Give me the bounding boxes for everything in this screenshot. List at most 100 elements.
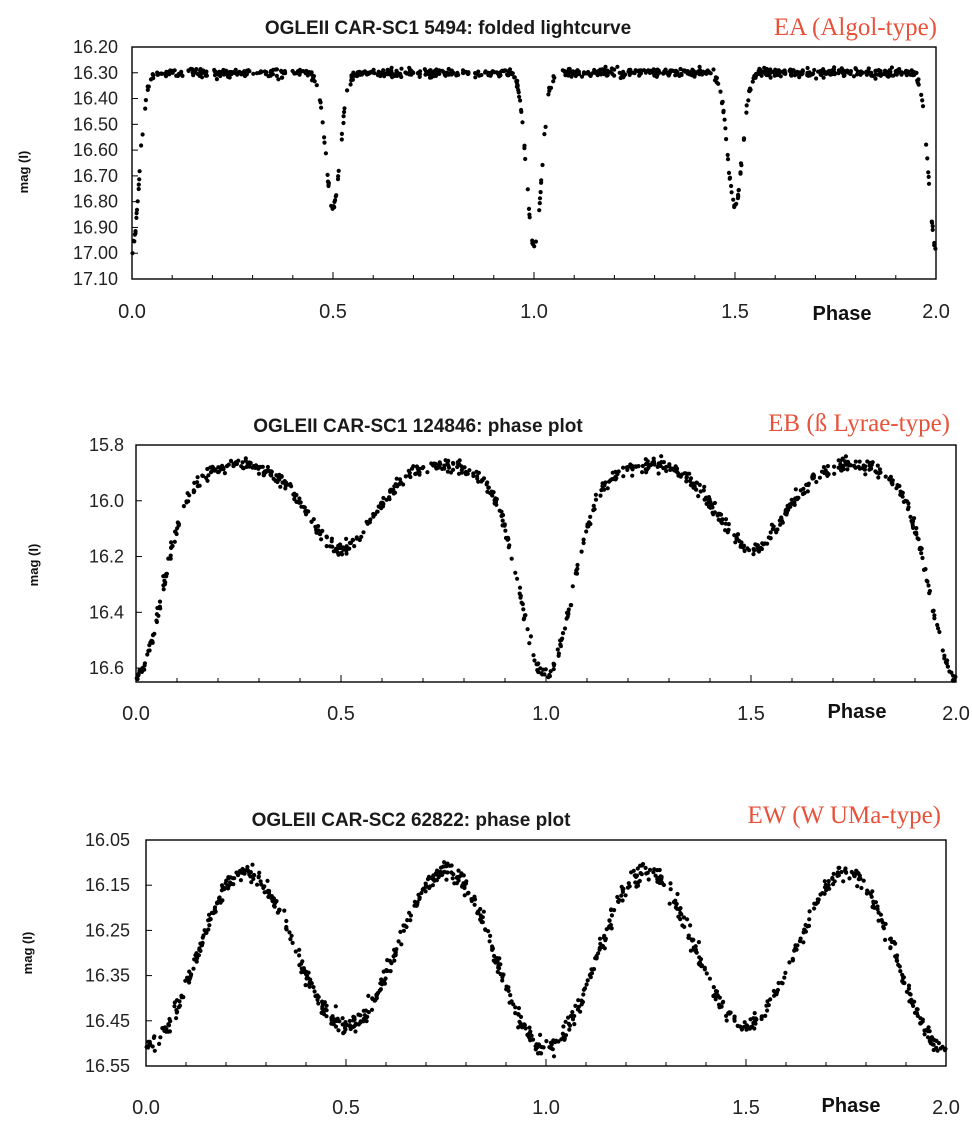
data-point bbox=[423, 72, 428, 77]
data-point bbox=[250, 862, 255, 867]
data-point bbox=[723, 517, 729, 522]
data-point bbox=[635, 883, 641, 888]
data-point bbox=[435, 868, 440, 873]
data-point bbox=[167, 71, 172, 76]
data-point bbox=[815, 897, 820, 902]
data-point bbox=[627, 884, 632, 889]
data-point bbox=[380, 500, 385, 505]
data-point bbox=[598, 941, 603, 946]
data-point bbox=[810, 475, 815, 480]
data-point bbox=[191, 69, 196, 74]
data-point bbox=[370, 996, 375, 1001]
data-point bbox=[836, 865, 841, 871]
panel-eb: OGLEII CAR-SC1 124846: phase plot EB (ß … bbox=[26, 410, 970, 725]
data-point bbox=[226, 462, 231, 467]
data-point bbox=[661, 882, 667, 888]
data-point bbox=[333, 1004, 338, 1009]
data-point bbox=[487, 939, 492, 944]
data-point bbox=[737, 1024, 743, 1029]
data-point bbox=[319, 1010, 324, 1016]
data-point bbox=[406, 468, 411, 473]
data-point bbox=[173, 529, 178, 534]
data-point bbox=[907, 999, 912, 1004]
data-point bbox=[763, 1013, 768, 1019]
data-point bbox=[636, 464, 641, 469]
data-point bbox=[715, 513, 720, 518]
data-point bbox=[303, 983, 308, 988]
data-point bbox=[396, 939, 401, 944]
data-point bbox=[599, 488, 604, 493]
data-point bbox=[572, 1013, 577, 1019]
data-point bbox=[198, 948, 203, 954]
data-point bbox=[536, 661, 541, 666]
data-point bbox=[718, 89, 723, 94]
data-point bbox=[630, 473, 635, 478]
data-point bbox=[319, 537, 324, 542]
data-point bbox=[744, 103, 749, 108]
data-point bbox=[271, 476, 276, 481]
data-point bbox=[258, 879, 263, 884]
data-point bbox=[266, 74, 271, 79]
data-point bbox=[336, 168, 341, 173]
x-tick-label: 1.0 bbox=[532, 703, 560, 725]
data-point bbox=[861, 878, 866, 883]
data-point bbox=[796, 495, 801, 500]
data-point bbox=[281, 71, 286, 76]
data-point bbox=[131, 238, 136, 243]
data-point bbox=[732, 204, 737, 210]
data-point bbox=[519, 600, 524, 605]
data-point bbox=[668, 467, 673, 472]
data-point bbox=[569, 603, 574, 608]
data-point bbox=[162, 1025, 168, 1030]
data-point bbox=[358, 1013, 363, 1018]
data-point bbox=[475, 474, 480, 479]
data-point bbox=[588, 521, 593, 527]
data-point bbox=[442, 72, 447, 77]
data-point bbox=[915, 1013, 920, 1019]
data-point bbox=[478, 906, 483, 912]
data-point bbox=[546, 92, 551, 97]
data-point bbox=[348, 540, 353, 546]
data-point bbox=[806, 482, 811, 488]
data-point bbox=[664, 468, 669, 474]
data-point bbox=[140, 132, 145, 137]
data-point bbox=[727, 176, 732, 181]
data-point bbox=[738, 161, 744, 166]
data-point bbox=[925, 1035, 931, 1040]
data-point bbox=[344, 1023, 349, 1028]
data-point bbox=[137, 169, 142, 174]
data-point bbox=[825, 473, 830, 478]
data-point bbox=[899, 70, 904, 75]
data-point bbox=[551, 667, 556, 672]
data-point bbox=[888, 946, 893, 951]
data-point bbox=[537, 201, 542, 206]
y-tick-label: 16.30 bbox=[73, 63, 118, 83]
data-point bbox=[898, 489, 903, 494]
data-point bbox=[425, 470, 430, 475]
data-point bbox=[751, 552, 756, 557]
data-point bbox=[650, 460, 655, 465]
data-point bbox=[168, 1019, 173, 1024]
data-point bbox=[351, 1018, 356, 1023]
data-point bbox=[566, 1015, 571, 1020]
data-point bbox=[531, 653, 536, 658]
data-point bbox=[668, 887, 673, 892]
data-point bbox=[581, 71, 587, 76]
data-point bbox=[286, 482, 291, 487]
data-point bbox=[451, 461, 456, 466]
data-point bbox=[883, 921, 888, 927]
data-point bbox=[424, 884, 429, 889]
data-point bbox=[417, 895, 422, 900]
data-point bbox=[136, 672, 141, 677]
data-point bbox=[755, 544, 760, 549]
data-point bbox=[592, 69, 597, 74]
data-point bbox=[465, 891, 470, 896]
data-point bbox=[639, 872, 644, 877]
data-point bbox=[713, 75, 719, 80]
data-point bbox=[729, 183, 734, 189]
data-point bbox=[167, 1029, 172, 1034]
data-point bbox=[158, 1035, 163, 1040]
data-point bbox=[517, 591, 522, 596]
data-point bbox=[926, 174, 931, 179]
data-point bbox=[570, 1017, 576, 1022]
